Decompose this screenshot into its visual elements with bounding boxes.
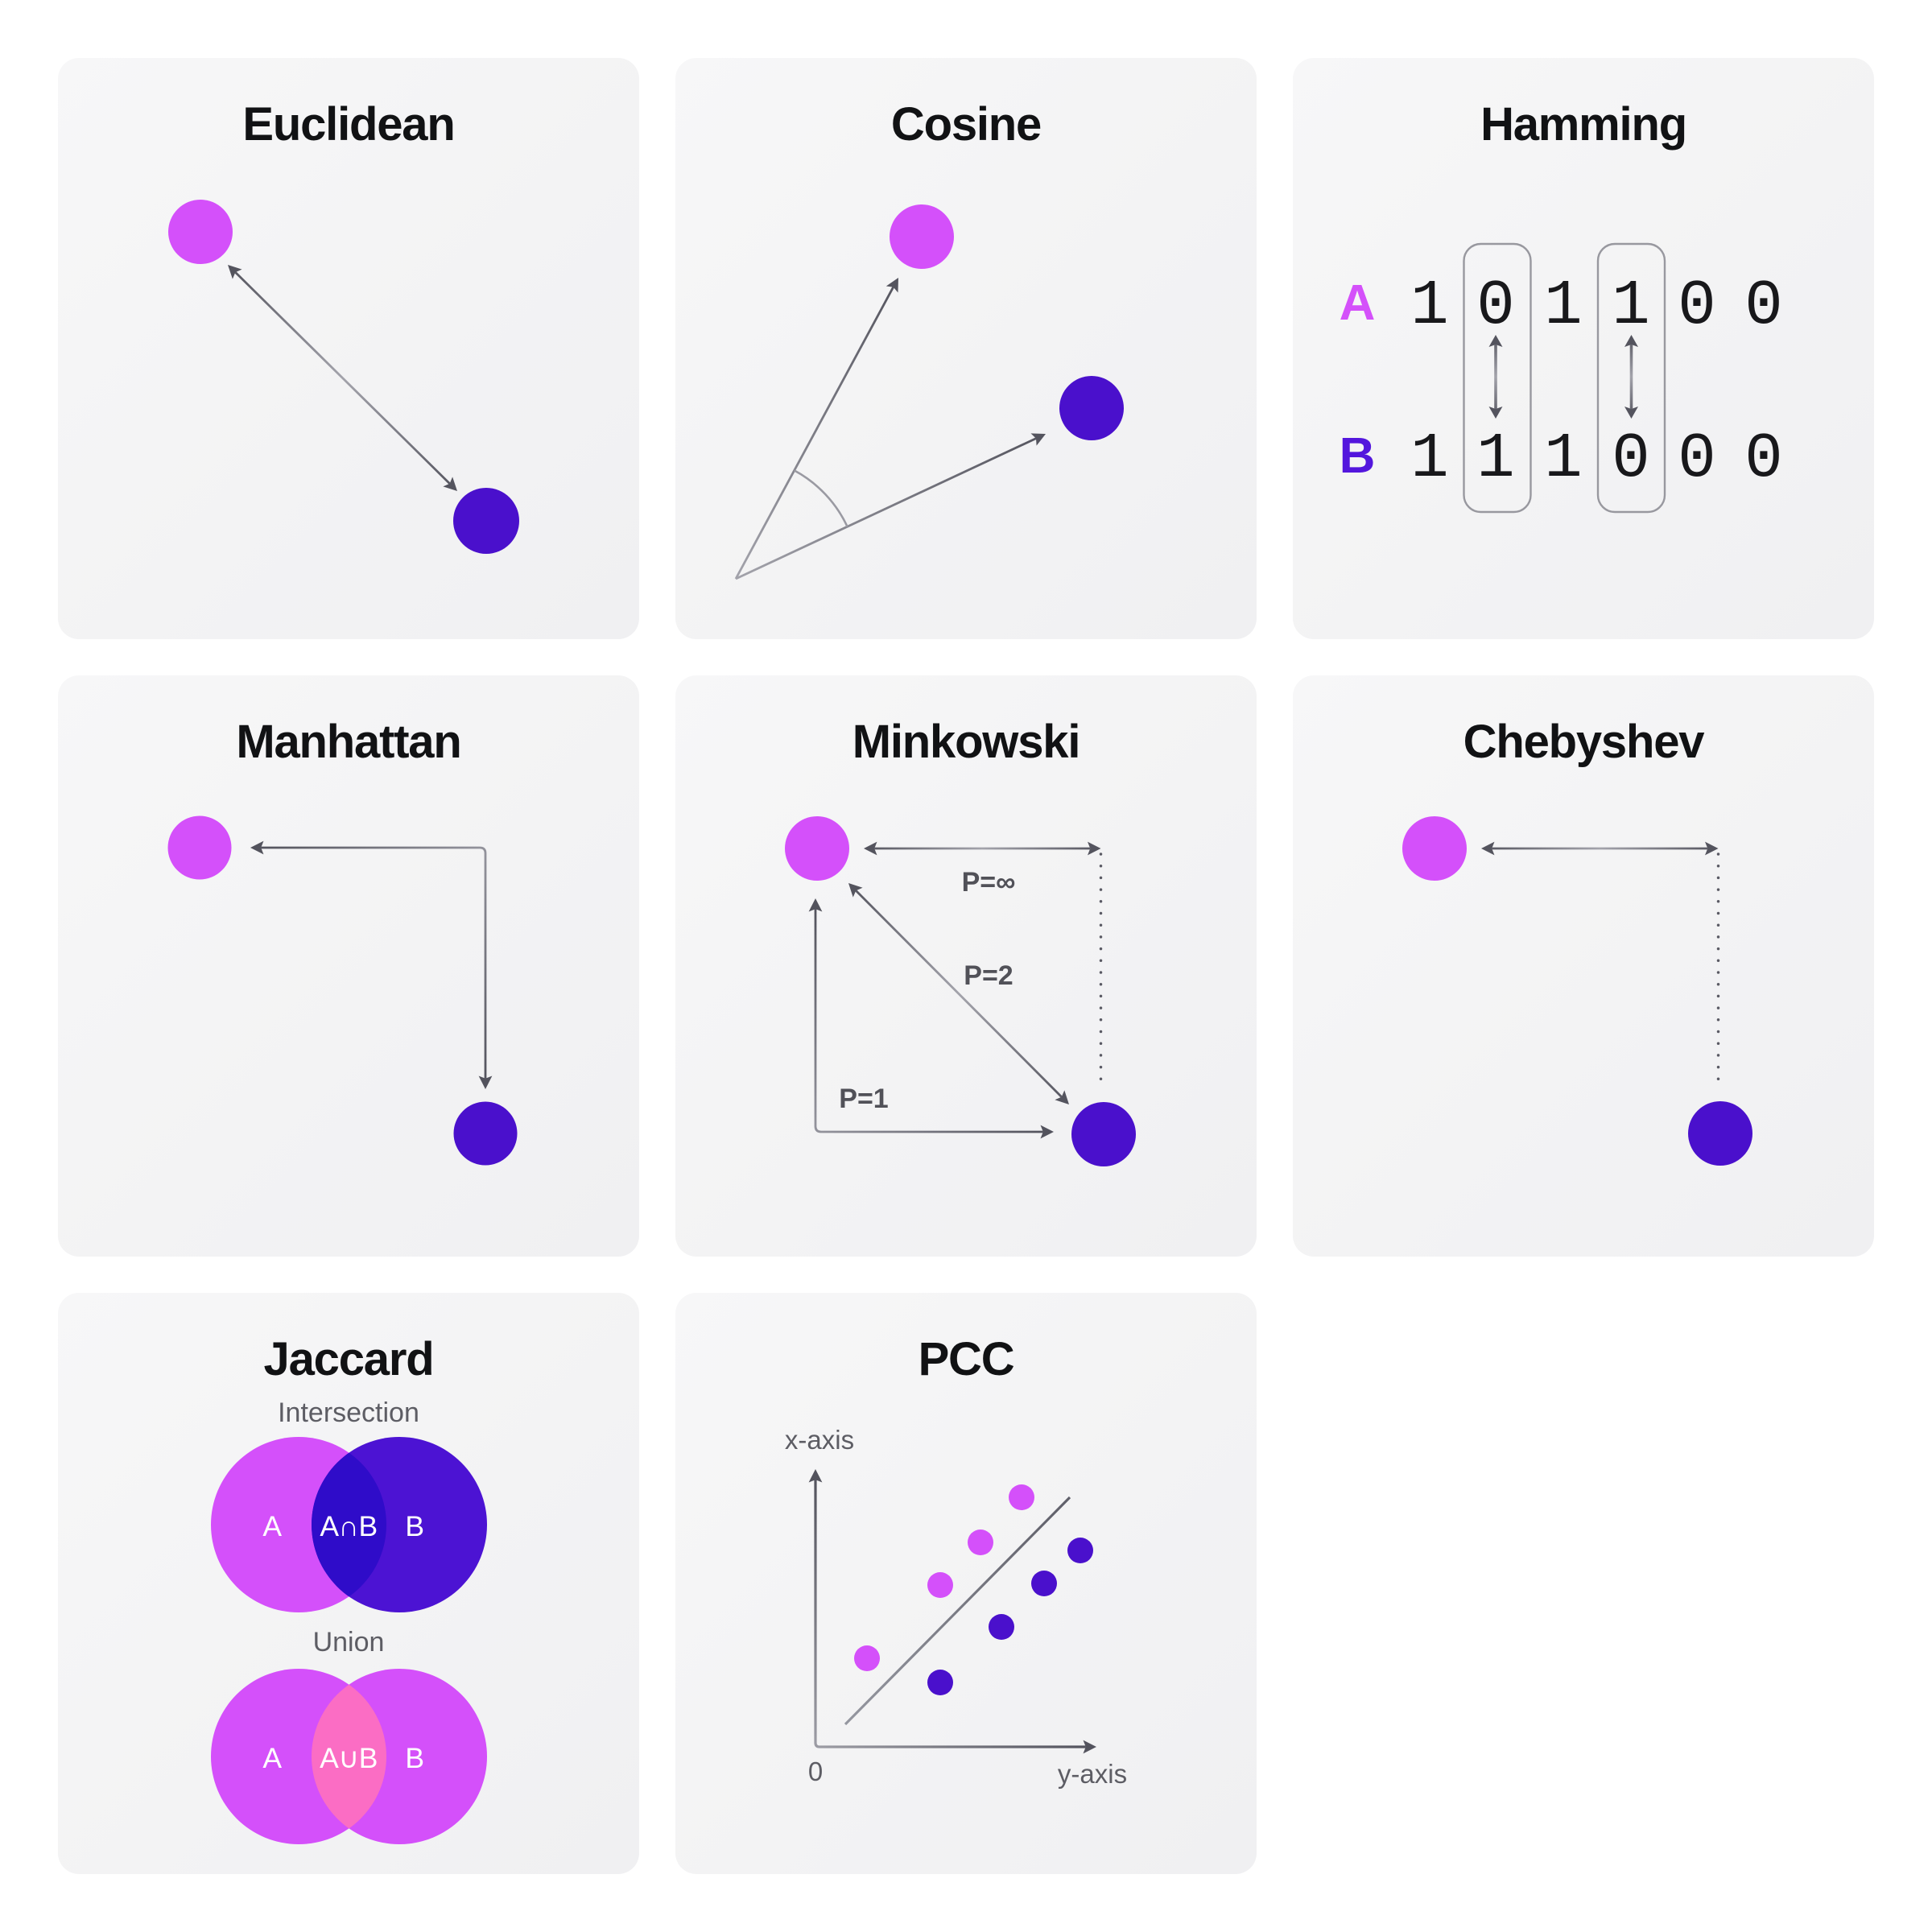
svg-text:0: 0 [1612, 423, 1649, 495]
svg-text:A: A [262, 1510, 282, 1542]
svg-text:A∩B: A∩B [320, 1510, 377, 1542]
svg-text:0: 0 [808, 1757, 823, 1786]
svg-text:1: 1 [1544, 423, 1582, 495]
svg-text:1: 1 [1410, 423, 1448, 495]
svg-text:P=∞: P=∞ [962, 867, 1016, 898]
svg-text:x-axis: x-axis [785, 1425, 854, 1455]
svg-text:Minkowski: Minkowski [852, 716, 1080, 768]
svg-text:0: 0 [1744, 270, 1782, 342]
svg-text:Manhattan: Manhattan [236, 716, 460, 768]
svg-text:y-axis: y-axis [1058, 1759, 1127, 1789]
svg-text:B: B [405, 1742, 423, 1774]
svg-text:A∪B: A∪B [320, 1742, 378, 1774]
svg-text:Union: Union [313, 1627, 385, 1657]
svg-text:Chebyshev: Chebyshev [1463, 716, 1705, 768]
svg-text:Euclidean: Euclidean [242, 98, 454, 151]
svg-text:Jaccard: Jaccard [264, 1333, 434, 1385]
svg-text:B: B [1340, 428, 1376, 484]
svg-text:Hamming: Hamming [1480, 98, 1686, 151]
svg-text:0: 0 [1678, 270, 1715, 342]
svg-text:Intersection: Intersection [278, 1397, 419, 1428]
svg-text:1: 1 [1410, 270, 1448, 342]
svg-text:1: 1 [1612, 270, 1649, 342]
svg-text:P=1: P=1 [839, 1084, 888, 1114]
svg-text:P=2: P=2 [964, 960, 1013, 991]
svg-text:1: 1 [1544, 270, 1582, 342]
svg-text:PCC: PCC [919, 1333, 1014, 1385]
svg-text:1: 1 [1476, 423, 1514, 495]
svg-text:0: 0 [1678, 423, 1715, 495]
svg-text:A: A [1340, 275, 1376, 331]
svg-text:B: B [405, 1510, 423, 1542]
svg-text:Cosine: Cosine [891, 98, 1041, 151]
svg-text:A: A [262, 1742, 282, 1774]
svg-text:0: 0 [1476, 270, 1514, 342]
svg-text:0: 0 [1744, 423, 1782, 495]
